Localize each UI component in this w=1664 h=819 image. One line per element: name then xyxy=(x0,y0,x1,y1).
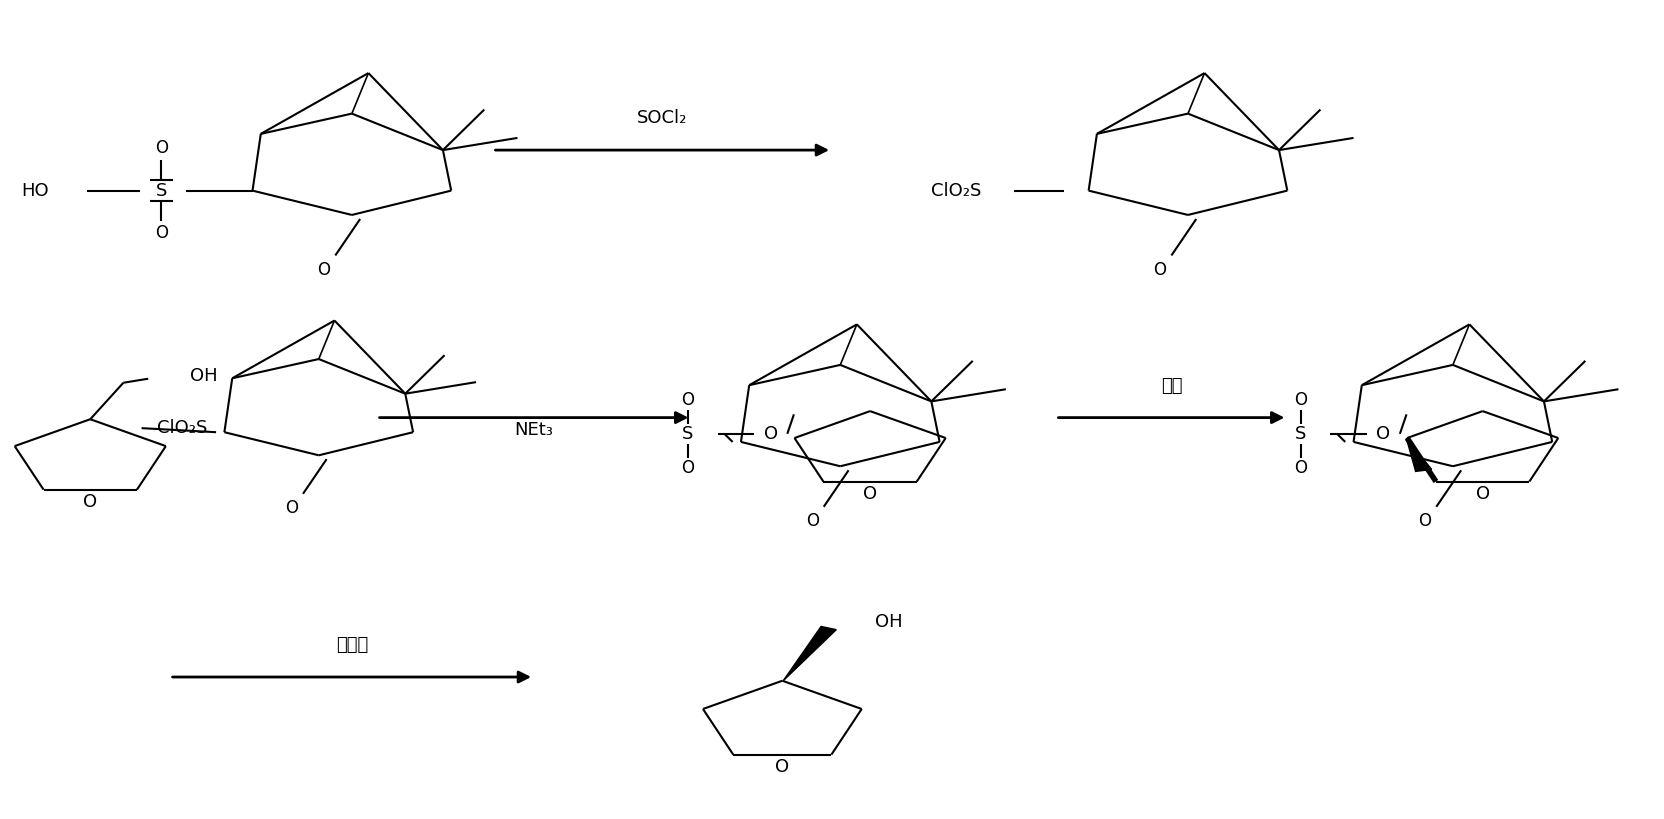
Text: ClO₂S: ClO₂S xyxy=(930,182,982,200)
Text: S: S xyxy=(1295,425,1306,443)
Text: O: O xyxy=(155,224,168,242)
Text: 解离剂: 解离剂 xyxy=(336,636,368,654)
Text: SOCl₂: SOCl₂ xyxy=(637,110,687,128)
Text: ClO₂S: ClO₂S xyxy=(158,419,208,437)
Polygon shape xyxy=(1406,438,1431,472)
Text: O: O xyxy=(775,758,789,776)
Text: O: O xyxy=(1295,391,1306,409)
Text: O: O xyxy=(764,425,777,443)
Text: O: O xyxy=(1295,459,1306,477)
Text: O: O xyxy=(155,139,168,157)
Text: 结晶: 结晶 xyxy=(1161,377,1181,395)
Polygon shape xyxy=(784,627,837,681)
Text: O: O xyxy=(1153,261,1166,279)
Text: OH: OH xyxy=(875,613,902,631)
Text: OH: OH xyxy=(190,367,218,385)
Text: O: O xyxy=(1476,485,1489,503)
Text: O: O xyxy=(682,391,694,409)
Text: O: O xyxy=(286,499,298,517)
Text: O: O xyxy=(864,485,877,503)
Text: S: S xyxy=(156,182,166,200)
Text: O: O xyxy=(1418,513,1431,531)
Text: NEt₃: NEt₃ xyxy=(514,421,554,439)
Text: S: S xyxy=(682,425,694,443)
Text: O: O xyxy=(682,459,694,477)
Text: O: O xyxy=(83,493,97,511)
Text: HO: HO xyxy=(22,182,48,200)
Text: O: O xyxy=(805,513,819,531)
Text: O: O xyxy=(1376,425,1391,443)
Text: O: O xyxy=(318,261,329,279)
